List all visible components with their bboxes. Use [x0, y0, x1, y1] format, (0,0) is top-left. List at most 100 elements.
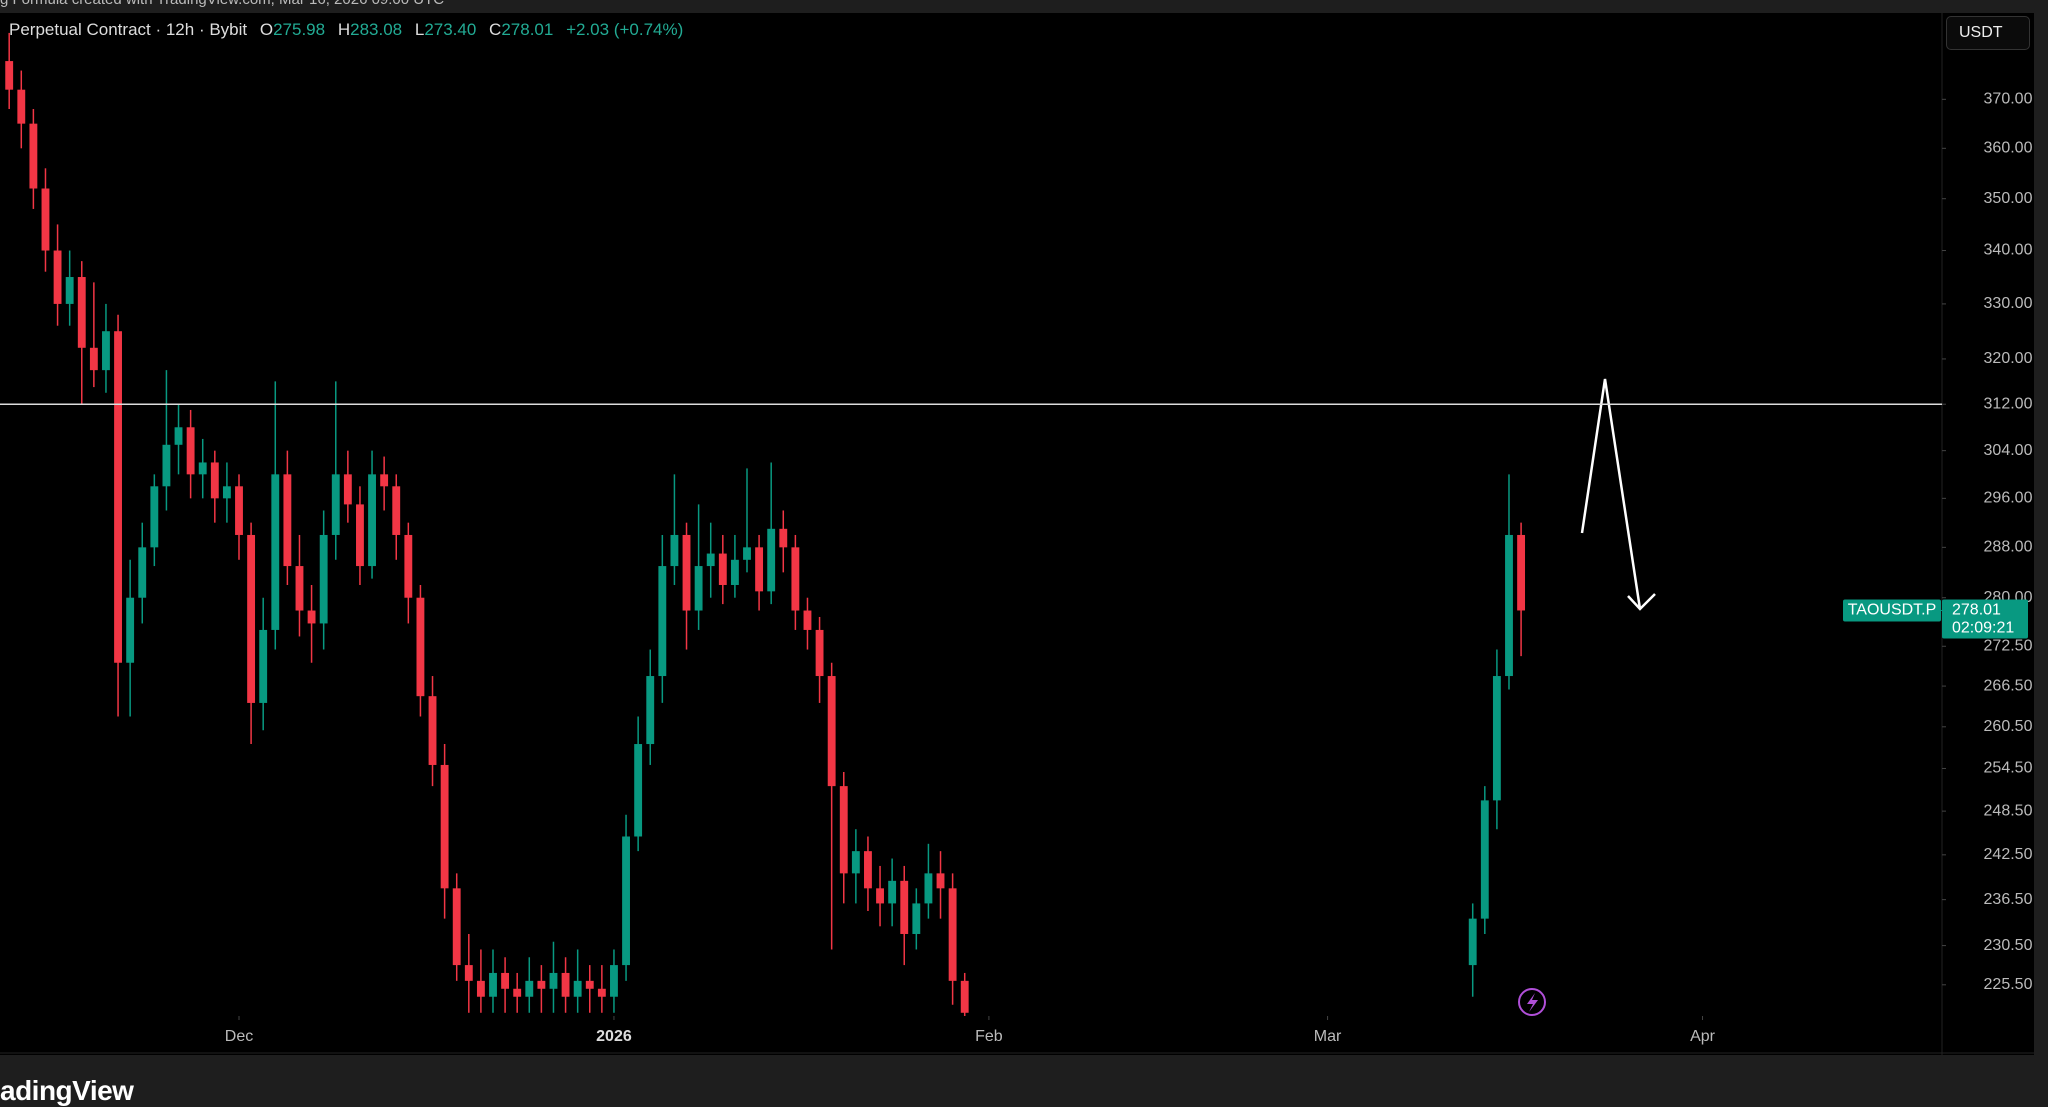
candle-body	[706, 553, 715, 567]
candle-body	[791, 547, 800, 611]
candle-body	[452, 888, 461, 966]
y-tick-label: 320.00	[1984, 350, 2033, 367]
legend-header: Perpetual Contract · 12h · Bybit O275.98…	[9, 20, 683, 40]
candle-body	[1517, 534, 1526, 611]
candle-body	[319, 534, 328, 624]
ohlc-key: L	[414, 20, 425, 39]
candle-body	[960, 980, 969, 1013]
y-tick-label: 360.00	[1984, 140, 2033, 157]
x-tick-label: Feb	[975, 1028, 1003, 1045]
candle-body	[1480, 800, 1489, 919]
candle-body	[41, 188, 50, 251]
candle-body	[597, 988, 606, 997]
change-text: +2.03 (+0.74%)	[566, 20, 684, 39]
candle-body	[464, 965, 473, 981]
candle-body	[368, 474, 376, 567]
candle-body	[888, 880, 897, 904]
candle-body	[501, 972, 510, 989]
arrow-drawing	[1580, 378, 1642, 610]
candle-body	[295, 566, 304, 611]
price-label: 278.01	[1952, 602, 2001, 619]
candle-body	[150, 486, 159, 548]
candle-body	[815, 629, 824, 677]
candle-body	[755, 547, 764, 592]
candle-body	[380, 474, 389, 487]
candle-body	[89, 347, 98, 371]
candle-body	[138, 547, 147, 598]
candle-body	[730, 559, 739, 585]
candle-body	[561, 972, 570, 997]
candle-body	[839, 786, 848, 874]
candle-body	[17, 89, 26, 124]
candle-body	[283, 474, 292, 567]
candle-body	[259, 629, 268, 703]
brand-logo: adingView	[0, 1075, 134, 1106]
ohlc-value: 273.40	[424, 20, 477, 39]
candle-body	[1468, 918, 1477, 966]
y-tick-label: 330.00	[1984, 295, 2033, 312]
candle-body	[114, 331, 122, 663]
candle-body	[186, 427, 195, 475]
side-strip	[2034, 0, 2048, 1055]
candle-body	[53, 250, 62, 304]
lightning	[1527, 993, 1538, 1012]
candle-body	[247, 534, 256, 703]
candle-body	[948, 888, 957, 981]
candle-body	[392, 486, 401, 535]
candle-body	[416, 597, 425, 697]
x-tick-label: Dec	[225, 1028, 253, 1045]
countdown-label: 02:09:21	[1952, 620, 2014, 637]
y-tick-label: 272.50	[1984, 637, 2033, 654]
ohlc-key: O	[259, 20, 274, 39]
candle-body	[29, 123, 38, 189]
y-tick-label: 254.50	[1984, 760, 2033, 777]
candle-body	[827, 676, 836, 787]
top-strip: g Formula created with TradingView.com, …	[0, 0, 2048, 13]
candle-body	[1505, 534, 1513, 677]
candle-body	[525, 980, 534, 997]
y-tick-label: 350.00	[1984, 190, 2033, 207]
candle-body	[210, 462, 219, 499]
candle-body	[682, 534, 691, 611]
candle-body	[198, 462, 207, 475]
x-tick-label: Mar	[1314, 1028, 1342, 1045]
candle-body	[307, 610, 316, 624]
candle-body	[235, 486, 243, 535]
candle-body	[356, 504, 364, 567]
y-tick-label: 236.50	[1984, 891, 2033, 908]
candle-body	[743, 547, 751, 560]
candle-body	[658, 566, 667, 677]
candle-body	[694, 566, 703, 611]
ohlc-key: C	[489, 20, 502, 39]
candle-body	[331, 474, 340, 535]
candle-body	[803, 610, 812, 630]
y-tick-label: 312.00	[1984, 395, 2033, 412]
y-tick-label: 260.50	[1984, 718, 2033, 735]
candle-body	[222, 486, 231, 499]
candle-body	[428, 696, 437, 765]
x-tick-label: 2026	[596, 1028, 632, 1045]
candle-body	[876, 888, 884, 904]
currency-button[interactable]: USDT	[1946, 16, 2030, 50]
symbol-text: Perpetual Contract · 12h · Bybit	[9, 20, 248, 39]
candle-body	[864, 851, 872, 889]
candle-body	[900, 880, 909, 934]
candle-body	[585, 980, 594, 989]
candle-body	[718, 553, 727, 585]
candle-body	[102, 331, 110, 371]
candle-body	[404, 534, 413, 598]
candle-body	[440, 764, 449, 889]
y-tick-label: 296.00	[1984, 490, 2033, 507]
candle-body	[537, 980, 546, 989]
candle-body	[851, 851, 860, 874]
y-tick-label: 266.50	[1984, 677, 2033, 694]
candle-body	[634, 744, 643, 837]
ohlc-key: H	[337, 20, 351, 39]
candle-body	[670, 534, 679, 567]
candle-body	[646, 676, 655, 745]
event-icon[interactable]	[1518, 988, 1546, 1016]
candle-body	[343, 474, 352, 505]
candle-body	[549, 972, 558, 989]
candle-body	[126, 597, 135, 663]
candle-body	[936, 873, 945, 889]
